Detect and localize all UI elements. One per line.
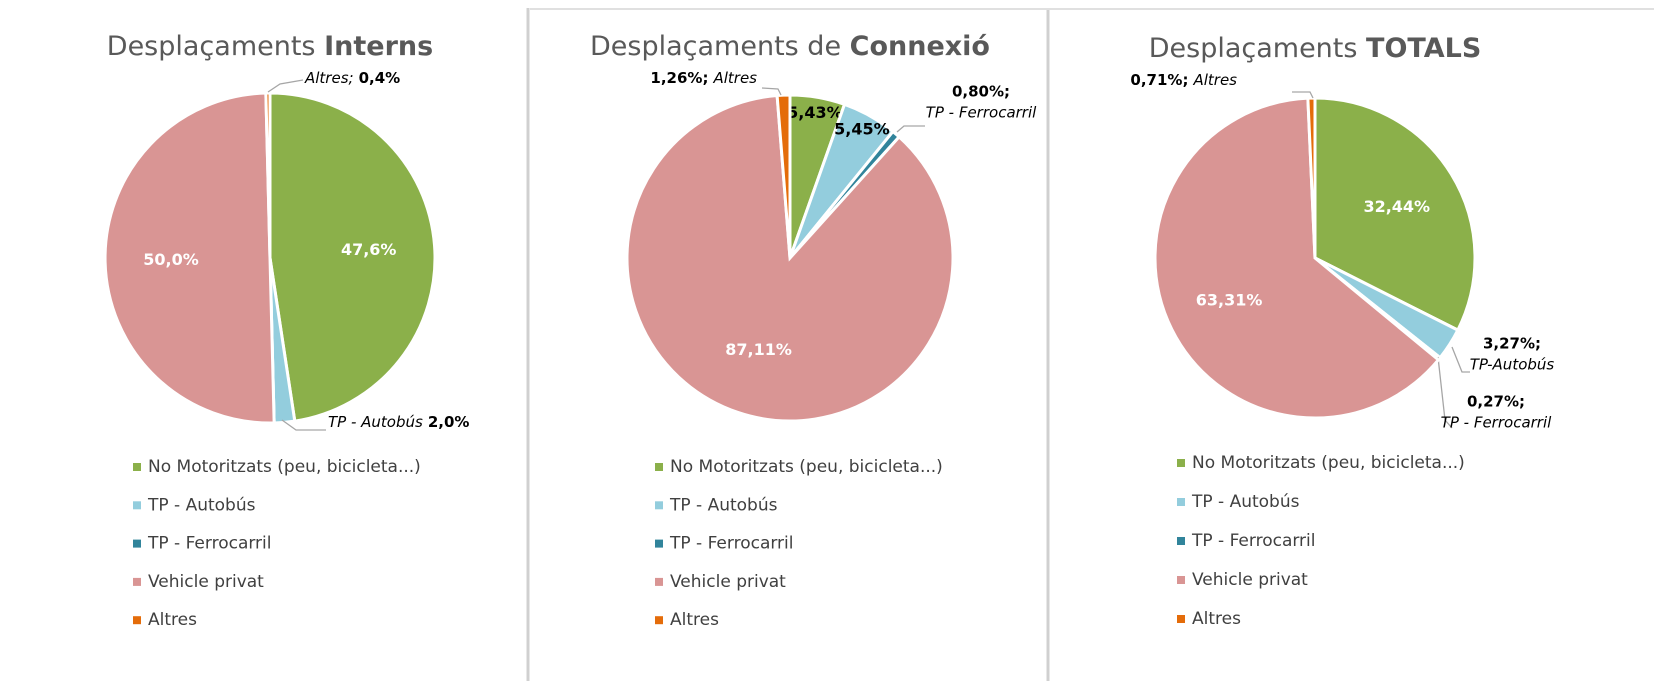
legend-label: TP - Autobús [669, 495, 778, 515]
legend-swatch [133, 501, 141, 510]
leader-line [761, 87, 782, 96]
data-label: 1,26%; [650, 69, 708, 87]
data-label: 47,6% [341, 240, 397, 259]
pie-slice [1306, 96, 1317, 259]
callout-label: Altres [712, 69, 757, 87]
leader-line [267, 79, 304, 93]
title-part: Connexió [850, 31, 990, 62]
legend-label: Vehicle privat [1192, 570, 1308, 590]
legend-swatch [133, 539, 141, 548]
legend-swatch [1177, 459, 1185, 467]
legend-swatch [1177, 615, 1185, 623]
data-label: 50,0% [143, 250, 199, 269]
chart-title: Desplaçaments de Connexió [590, 31, 990, 62]
pie-slice [775, 93, 792, 259]
data-label: 5,45% [834, 120, 890, 139]
legend-swatch [133, 463, 141, 471]
title-part: TOTALS [1366, 33, 1481, 64]
pie-slice [264, 91, 272, 259]
chart-title: Desplaçaments Interns [107, 31, 433, 62]
legend-label: No Motoritzats (peu, bicicleta...) [148, 457, 421, 477]
leader-line [896, 125, 925, 133]
legend-label: No Motoritzats (peu, bicicleta...) [670, 457, 943, 477]
pie-slice [268, 91, 437, 423]
legend-label: No Motoritzats (peu, bicicleta...) [1192, 453, 1465, 473]
legend-swatch [655, 501, 663, 510]
legend-label: TP - Autobús [1191, 492, 1300, 512]
chart-title: Desplaçaments TOTALS [1149, 33, 1482, 64]
pie-slice [103, 91, 276, 425]
data-label: 0,80%; [952, 83, 1010, 101]
callout-label: TP - Autobús [328, 413, 423, 431]
data-label: 87,11% [725, 340, 792, 359]
callout-label: TP-Autobús [1470, 356, 1555, 374]
legend-label: Altres [148, 610, 197, 630]
data-label: 0,27%; [1467, 393, 1525, 411]
leader-line [1437, 356, 1453, 429]
title-part: Desplaçaments [1149, 33, 1366, 64]
legend-swatch [655, 616, 663, 625]
leader-line [281, 419, 326, 431]
data-label: 63,31% [1196, 290, 1263, 309]
title-part: Desplaçaments [107, 31, 324, 62]
legend-swatch [133, 577, 141, 586]
callout: 1,26%; Altres [650, 69, 757, 87]
callout-label: Altres; [304, 69, 354, 87]
legend-swatch [655, 577, 663, 586]
legend-swatch [133, 616, 141, 625]
legend-label: Vehicle privat [148, 572, 264, 592]
pie-slice [1153, 96, 1441, 420]
legend-label: Altres [670, 610, 719, 630]
data-label: 2,0% [428, 413, 470, 431]
legend-swatch [1177, 537, 1185, 545]
legend-label: TP - Ferrocarril [669, 534, 793, 554]
legend-label: Vehicle privat [670, 572, 786, 592]
callout: TP - Autobús 2,0% [328, 413, 469, 431]
title-part: Interns [324, 31, 433, 62]
pie-slice [625, 93, 955, 423]
leader-line [1451, 346, 1470, 373]
pie-slice [1313, 96, 1477, 333]
callout-label: Altres [1192, 71, 1237, 89]
callout: 0,71%; Altres [1130, 71, 1237, 89]
data-label: 3,27%; [1483, 335, 1541, 353]
legend-label: TP - Autobús [147, 495, 256, 515]
legend-swatch [1177, 576, 1185, 584]
callout: Altres; 0,4% [304, 69, 400, 87]
legend-swatch [1177, 498, 1185, 506]
legend-label: TP - Ferrocarril [147, 534, 271, 554]
legend-label: Altres [1192, 609, 1241, 629]
callout-label: TP - Ferrocarril [926, 104, 1037, 122]
data-label: 5,43% [787, 103, 843, 122]
title-part: Desplaçaments de [590, 31, 850, 62]
data-label: 0,4% [359, 69, 401, 87]
callout-label: TP - Ferrocarril [1441, 414, 1552, 432]
legend-label: TP - Ferrocarril [1191, 531, 1315, 551]
data-label: 32,44% [1363, 197, 1430, 216]
legend-swatch [655, 463, 663, 471]
data-label: 0,71%; [1130, 71, 1188, 89]
leader-line [1292, 91, 1314, 99]
legend-swatch [655, 539, 663, 548]
